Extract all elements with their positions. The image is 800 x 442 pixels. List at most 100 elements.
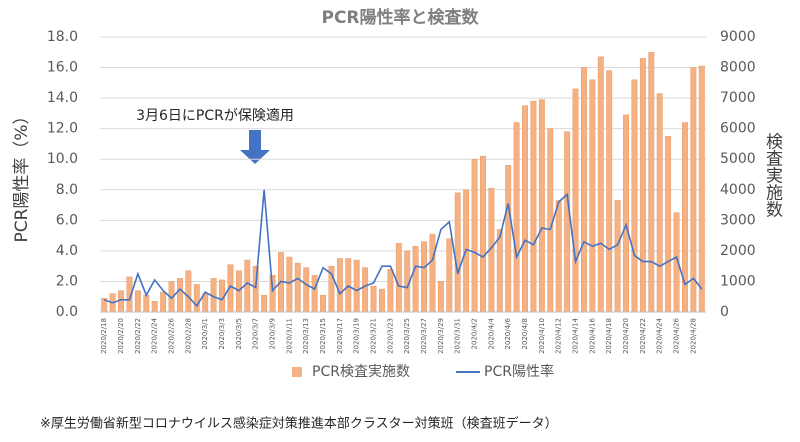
bar bbox=[648, 52, 655, 313]
x-tick-label: 2020/4/2 bbox=[471, 318, 479, 349]
x-tick-label: 2020/3/27 bbox=[420, 318, 428, 354]
y2-tick-label: 8000 bbox=[720, 60, 756, 76]
bar bbox=[160, 291, 167, 313]
x-tick-label: 2020/3/23 bbox=[386, 318, 394, 354]
bar bbox=[530, 100, 537, 313]
y2-tick-label: 9000 bbox=[720, 29, 756, 45]
bar bbox=[370, 285, 377, 313]
y-tick-label: 0.0 bbox=[56, 304, 78, 320]
bar bbox=[656, 93, 663, 313]
y2-tick-label: 6000 bbox=[720, 121, 756, 137]
y2-tick-label: 2000 bbox=[720, 243, 756, 259]
x-tick-label: 2020/3/5 bbox=[235, 318, 243, 349]
x-tick-label: 2020/4/16 bbox=[588, 317, 596, 353]
y2-tick-label: 4000 bbox=[720, 182, 756, 198]
x-tick-label: 2020/4/18 bbox=[605, 318, 613, 354]
x-tick-label: 2020/2/22 bbox=[134, 318, 142, 354]
bar bbox=[437, 281, 444, 313]
legend-label: PCR検査実施数 bbox=[312, 364, 410, 380]
bar bbox=[294, 262, 301, 313]
line bbox=[103, 189, 703, 308]
bar bbox=[320, 294, 326, 313]
x-tick-label: 2020/4/8 bbox=[521, 318, 529, 349]
x-tick-label: 2020/3/13 bbox=[302, 318, 310, 354]
bar bbox=[395, 243, 402, 313]
bar bbox=[303, 267, 310, 313]
bar bbox=[269, 275, 276, 313]
x-tick-label: 2020/3/29 bbox=[437, 318, 445, 354]
bar bbox=[177, 278, 183, 313]
bar bbox=[522, 105, 528, 313]
bar bbox=[362, 267, 369, 313]
x-tick-label: 2020/2/20 bbox=[117, 318, 125, 354]
bar bbox=[597, 56, 604, 313]
legend-label: PCR陽性率 bbox=[484, 363, 554, 380]
bar bbox=[589, 79, 596, 313]
y-tick-label: 18.0 bbox=[47, 29, 78, 45]
bar bbox=[151, 301, 158, 313]
bar bbox=[555, 200, 562, 313]
bar bbox=[639, 58, 646, 313]
bar bbox=[513, 122, 520, 313]
x-tick-label: 2020/3/11 bbox=[285, 318, 293, 354]
x-tick-label: 2020/2/26 bbox=[168, 317, 176, 353]
x-tick-label: 2020/4/22 bbox=[639, 318, 647, 354]
bar bbox=[421, 241, 427, 313]
bar bbox=[134, 290, 141, 313]
bar bbox=[564, 131, 571, 313]
bar bbox=[538, 99, 545, 313]
bar bbox=[496, 229, 503, 313]
x-tick-label: 2020/3/15 bbox=[319, 318, 327, 354]
x-tick-label: 2020/3/17 bbox=[336, 318, 344, 354]
bar bbox=[614, 200, 621, 313]
x-tick-label: 2020/3/9 bbox=[269, 318, 277, 349]
bar bbox=[353, 259, 360, 313]
x-tick-label: 2020/3/3 bbox=[218, 318, 226, 349]
x-tick-label: 2020/3/21 bbox=[370, 318, 378, 354]
y-tick-label: 10.0 bbox=[47, 151, 78, 167]
bar bbox=[480, 155, 486, 313]
bar bbox=[286, 256, 293, 313]
bar bbox=[606, 70, 613, 313]
chart-title: PCR陽性率と検査数 bbox=[321, 7, 479, 28]
y-tick-label: 16.0 bbox=[47, 60, 78, 76]
x-tick-label: 2020/4/24 bbox=[656, 317, 664, 353]
y2-axis-label: 検査実施数 bbox=[762, 132, 783, 217]
y-axis-label: PCR陽性率（%） bbox=[12, 107, 32, 242]
x-tick-label: 2020/3/25 bbox=[403, 318, 411, 354]
x-tick-label: 2020/4/12 bbox=[555, 318, 563, 354]
legend-swatch bbox=[292, 367, 302, 377]
x-tick-label: 2020/3/19 bbox=[353, 318, 361, 354]
bar bbox=[698, 65, 705, 313]
bar bbox=[454, 192, 461, 313]
bar bbox=[631, 79, 638, 313]
x-tick-label: 2020/2/24 bbox=[151, 317, 159, 353]
y-tick-label: 6.0 bbox=[56, 212, 78, 228]
y-tick-label: 8.0 bbox=[56, 182, 78, 198]
x-tick-label: 2020/2/18 bbox=[100, 318, 108, 354]
x-tick-label: 2020/2/28 bbox=[184, 318, 192, 354]
x-tick-label: 2020/3/7 bbox=[252, 318, 260, 349]
bar bbox=[547, 128, 554, 313]
footnote: ※厚生労働省新型コロナウイルス感染症対策推進本部クラスター対策班（検査班データ） bbox=[40, 416, 558, 432]
bar bbox=[311, 275, 318, 313]
bar bbox=[143, 294, 150, 313]
x-tick-label: 2020/4/6 bbox=[504, 317, 512, 349]
bar bbox=[193, 284, 200, 313]
x-tick-label: 2020/4/28 bbox=[689, 318, 697, 354]
bar bbox=[387, 268, 394, 313]
bar bbox=[572, 88, 579, 313]
y2-tick-label: 5000 bbox=[720, 151, 756, 167]
bar bbox=[581, 67, 587, 313]
y2-tick-label: 7000 bbox=[720, 90, 756, 106]
bar bbox=[412, 246, 419, 313]
x-tick-label: 2020/3/1 bbox=[201, 318, 209, 349]
x-tick-label: 2020/4/10 bbox=[538, 318, 546, 354]
bar bbox=[623, 114, 629, 313]
bar bbox=[379, 288, 385, 313]
bar bbox=[261, 294, 268, 313]
bar bbox=[429, 233, 436, 313]
bar bbox=[185, 270, 192, 313]
x-tick-label: 2020/4/4 bbox=[487, 317, 495, 349]
